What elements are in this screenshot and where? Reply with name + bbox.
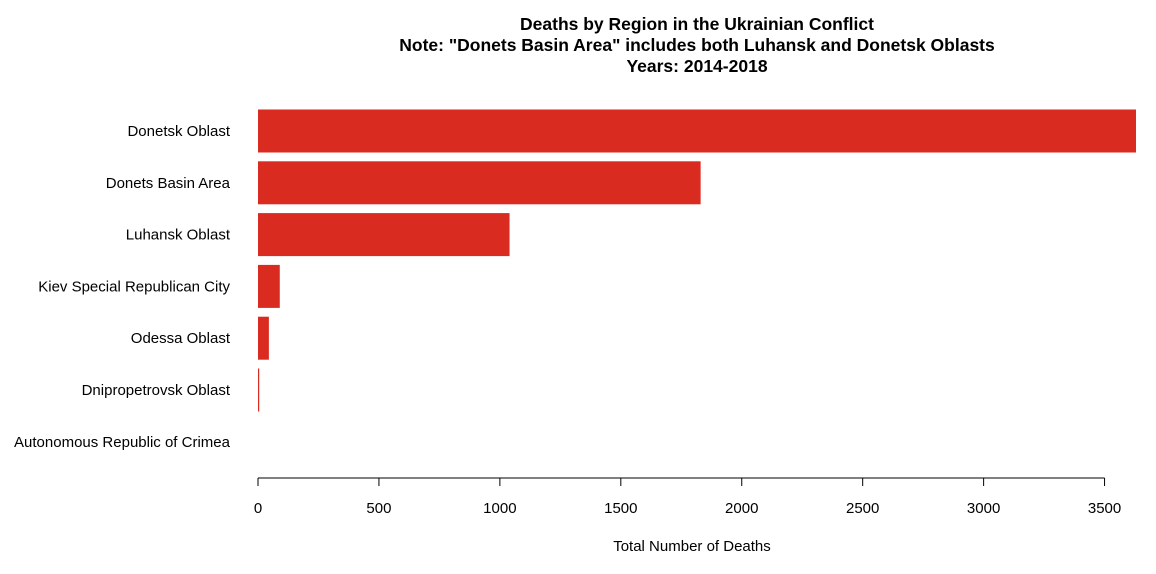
category-label: Luhansk Oblast (126, 227, 231, 244)
category-labels: Donetsk Oblast Donets Basin Area Luhansk O… (14, 123, 231, 451)
x-tick-label: 2000 (725, 500, 758, 517)
bar-dnipropetrovsk-oblast (258, 368, 260, 412)
x-axis: 0 500 1000 1500 2000 2500 3000 3500 (254, 477, 1121, 517)
bar-odessa-oblast (258, 316, 269, 360)
category-label: Donetsk Oblast (127, 123, 230, 140)
x-tick-label: 1500 (604, 500, 637, 517)
x-tick-label: 3500 (1088, 500, 1121, 517)
x-tick-label: 0 (254, 500, 262, 517)
bars-group (258, 109, 1136, 412)
category-label: Dnipropetrovsk Oblast (82, 382, 231, 399)
x-axis-label: Total Number of Deaths (613, 538, 771, 555)
bar-luhansk-oblast (258, 213, 510, 257)
category-label: Donets Basin Area (106, 175, 231, 192)
chart-title-line-3: Years: 2014-2018 (626, 56, 768, 76)
category-label: Kiev Special Republican City (38, 278, 230, 295)
x-tick-label: 500 (366, 500, 391, 517)
bar-donets-basin-area (258, 161, 701, 205)
x-tick-label: 2500 (846, 500, 879, 517)
category-label: Autonomous Republic of Crimea (14, 434, 231, 451)
x-tick-label: 3000 (967, 500, 1000, 517)
chart-title: Deaths by Region in the Ukrainian Confli… (258, 14, 1136, 77)
category-label: Odessa Oblast (131, 330, 231, 347)
bar-donetsk-oblast (258, 109, 1136, 153)
x-tick-label: 1000 (483, 500, 516, 517)
chart-title-line-2: Note: "Donets Basin Area" includes both … (399, 35, 995, 55)
chart-title-line-1: Deaths by Region in the Ukrainian Confli… (520, 14, 874, 34)
bar-kiev-special-republican-city (258, 264, 280, 308)
